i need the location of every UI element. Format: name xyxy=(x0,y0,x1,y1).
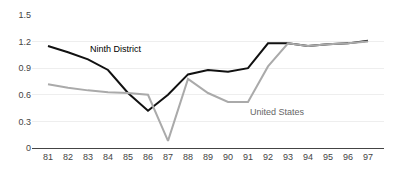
svg-text:97: 97 xyxy=(363,152,373,162)
svg-text:United States: United States xyxy=(250,107,305,117)
svg-text:86: 86 xyxy=(143,152,153,162)
svg-text:85: 85 xyxy=(123,152,133,162)
svg-text:82: 82 xyxy=(63,152,73,162)
svg-text:92: 92 xyxy=(263,152,273,162)
svg-text:90: 90 xyxy=(223,152,233,162)
svg-text:0.9: 0.9 xyxy=(18,63,31,73)
svg-text:84: 84 xyxy=(103,152,113,162)
svg-text:96: 96 xyxy=(343,152,353,162)
svg-text:1.5: 1.5 xyxy=(18,10,31,20)
svg-text:1.2: 1.2 xyxy=(18,37,31,47)
svg-text:81: 81 xyxy=(43,152,53,162)
svg-text:0.6: 0.6 xyxy=(18,90,31,100)
svg-text:91: 91 xyxy=(243,152,253,162)
svg-text:93: 93 xyxy=(283,152,293,162)
svg-text:94: 94 xyxy=(303,152,313,162)
svg-text:0.3: 0.3 xyxy=(18,117,31,127)
svg-text:87: 87 xyxy=(163,152,173,162)
svg-text:0: 0 xyxy=(26,143,31,153)
svg-text:Ninth District: Ninth District xyxy=(90,44,142,54)
svg-text:89: 89 xyxy=(203,152,213,162)
svg-text:95: 95 xyxy=(323,152,333,162)
svg-text:83: 83 xyxy=(83,152,93,162)
svg-text:88: 88 xyxy=(183,152,193,162)
